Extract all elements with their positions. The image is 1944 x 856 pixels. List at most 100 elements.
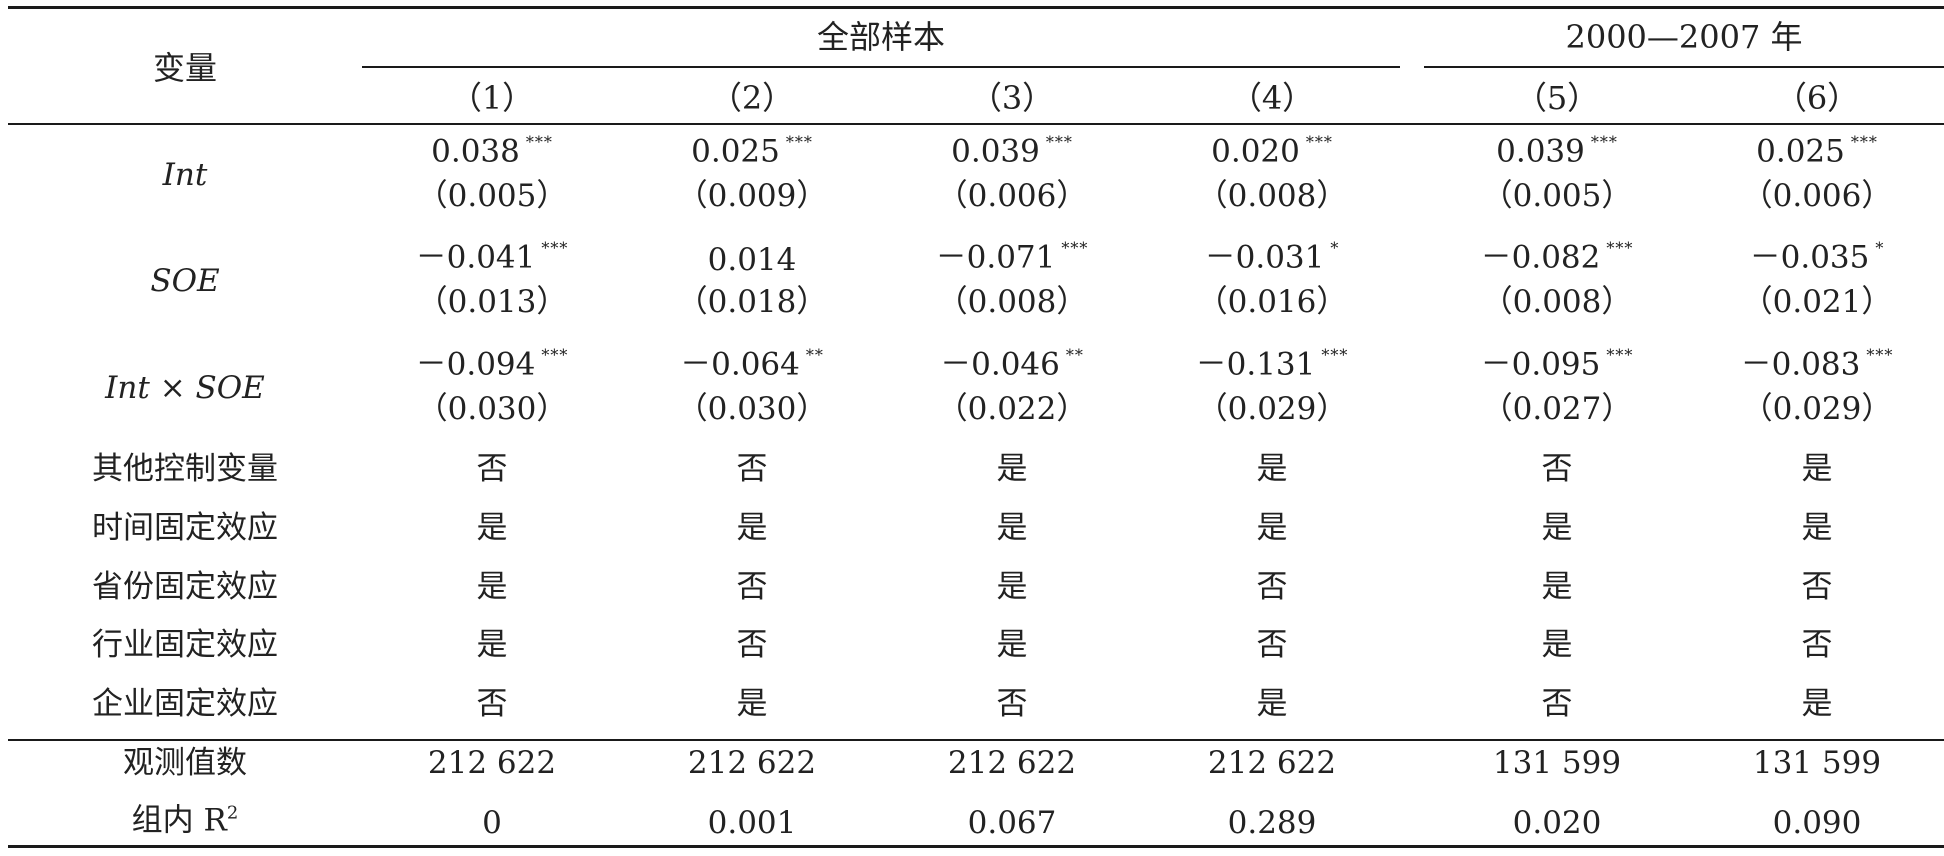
standard-error: （0.021） — [1741, 284, 1893, 320]
control-value: 是 — [736, 510, 768, 546]
stat-value: 0 — [482, 805, 502, 841]
control-value: 是 — [476, 510, 508, 546]
control-value: 是 — [1256, 510, 1288, 546]
standard-error: （0.030） — [676, 391, 828, 427]
header-column-6: （6） — [1774, 79, 1860, 117]
coefficient-value: －0.131 — [1195, 346, 1316, 383]
standard-error: （0.029） — [1196, 391, 1348, 427]
standard-error: （0.018） — [676, 284, 828, 320]
coefficient-value: 0.039 — [1496, 133, 1585, 170]
control-value: 是 — [1801, 451, 1833, 487]
standard-error: （0.006） — [936, 178, 1088, 214]
control-value: 否 — [736, 451, 768, 487]
group-rule-all — [362, 66, 1400, 68]
significance-stars: *** — [1045, 132, 1073, 152]
stat-value: 0.289 — [1227, 805, 1317, 841]
coefficient-estimate: －0.035 * — [1750, 238, 1885, 281]
control-value: 否 — [476, 686, 508, 722]
coefficient-value: －0.094 — [415, 346, 536, 383]
stat-value: 0.020 — [1512, 805, 1602, 841]
coefficient-estimate: －0.082 *** — [1480, 238, 1634, 281]
standard-error: （0.005） — [416, 178, 568, 214]
coefficient-estimate: －0.095 *** — [1480, 346, 1634, 388]
header-column-5: （5） — [1514, 79, 1600, 117]
standard-error: （0.030） — [416, 391, 568, 427]
stat-value: 212 622 — [947, 745, 1077, 781]
significance-stars: *** — [1866, 345, 1894, 365]
top-rule — [8, 6, 1944, 9]
significance-stars: *** — [1606, 238, 1634, 258]
coefficient-value: －0.083 — [1740, 346, 1861, 383]
coefficient-estimate: 0.025 *** — [1756, 132, 1878, 175]
coefficient-value: 0.020 — [1211, 133, 1300, 170]
significance-stars: *** — [785, 132, 813, 152]
stat-value: 212 622 — [687, 745, 817, 781]
coefficient-value: －0.082 — [1480, 239, 1601, 276]
coefficient-estimate: －0.064 ** — [680, 345, 824, 388]
stat-value: 212 622 — [1207, 745, 1337, 781]
significance-stars: ** — [805, 345, 824, 365]
control-value: 是 — [996, 510, 1028, 546]
control-value: 否 — [476, 451, 508, 487]
control-value: 否 — [1801, 627, 1833, 663]
header-group-all: 全部样本 — [816, 18, 946, 56]
control-value: 是 — [476, 627, 508, 663]
control-value: 否 — [1256, 569, 1288, 605]
coefficient-estimate: －0.046 ** — [940, 346, 1084, 388]
significance-stars: *** — [1590, 132, 1618, 152]
coefficient-estimate: 0.039 *** — [1496, 132, 1618, 175]
control-value: 是 — [1541, 569, 1573, 605]
coefficient-value: －0.041 — [415, 239, 536, 276]
control-value: 否 — [736, 627, 768, 663]
coefficient-value: －0.095 — [1480, 346, 1601, 383]
standard-error: （0.008） — [1481, 284, 1633, 320]
control-row-label: 行业固定效应 — [92, 627, 278, 663]
stat-value: 212 622 — [427, 745, 557, 781]
header-rule — [8, 123, 1944, 125]
coefficient-value: 0.025 — [691, 133, 780, 170]
control-value: 否 — [996, 686, 1028, 722]
stat-row-label: 观测值数 — [123, 745, 247, 781]
control-value: 是 — [996, 451, 1028, 487]
standard-error: （0.013） — [416, 284, 568, 320]
row-variable-label: Int × SOE — [105, 370, 265, 406]
header-column-3: （3） — [969, 79, 1055, 117]
coefficient-value: －0.071 — [935, 239, 1056, 276]
significance-stars: *** — [1305, 132, 1333, 152]
group-rule-sub — [1424, 66, 1944, 68]
control-value: 是 — [476, 569, 508, 605]
control-value: 否 — [1256, 627, 1288, 663]
standard-error: （0.029） — [1741, 391, 1893, 427]
stat-value: 0.067 — [967, 805, 1057, 841]
standard-error: （0.009） — [676, 178, 828, 214]
control-value: 否 — [736, 569, 768, 605]
stat-value: 131 599 — [1492, 745, 1622, 781]
stat-value: 0.001 — [707, 805, 797, 841]
coefficient-value: －0.064 — [680, 346, 800, 383]
coefficient-estimate: 0.039 *** — [951, 132, 1073, 175]
header-column-4: （4） — [1229, 79, 1315, 117]
significance-stars: *** — [1321, 345, 1349, 365]
coefficient-estimate: 0.038 *** — [431, 133, 553, 175]
coefficient-estimate: 0.025 *** — [691, 132, 813, 175]
significance-stars: *** — [1850, 132, 1878, 152]
coefficient-value: 0.039 — [951, 133, 1040, 170]
header-column-1: （1） — [449, 79, 535, 117]
control-value: 否 — [1801, 569, 1833, 605]
control-value: 是 — [1801, 510, 1833, 546]
control-row-label: 企业固定效应 — [92, 686, 278, 722]
control-row-label: 省份固定效应 — [92, 569, 278, 605]
significance-stars: * — [1875, 238, 1885, 258]
standard-error: （0.022） — [936, 391, 1088, 427]
control-value: 是 — [1256, 451, 1288, 487]
r-squared-superscript: 2 — [226, 802, 239, 824]
coefficient-estimate: 0.014 — [708, 242, 797, 278]
stat-value: 0.090 — [1772, 805, 1862, 841]
header-column-2: （2） — [709, 79, 795, 117]
control-value: 是 — [1541, 510, 1573, 546]
significance-stars: *** — [541, 345, 569, 365]
coefficient-value: －0.046 — [940, 346, 1060, 383]
significance-stars: *** — [541, 238, 569, 258]
coefficient-value: 0.014 — [707, 242, 797, 278]
